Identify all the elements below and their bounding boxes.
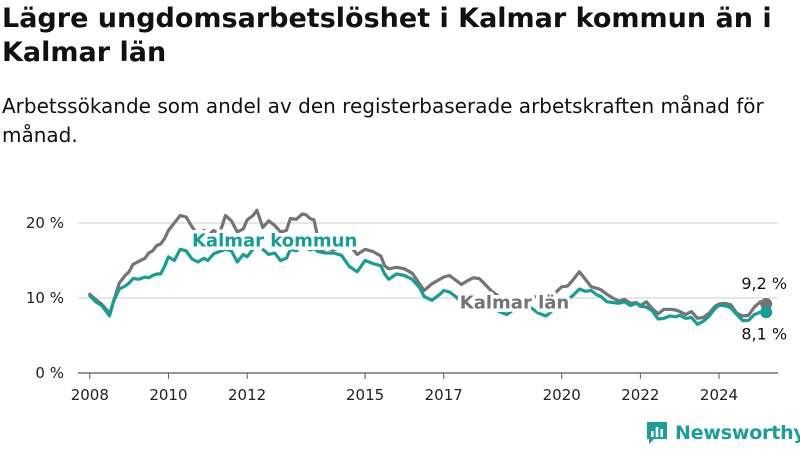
x-tick-label: 2010 — [149, 386, 187, 404]
series-label-kalmar-kommun: Kalmar kommun — [192, 230, 357, 251]
bar-chart-logo-icon — [647, 422, 667, 444]
brand-name: Newsworthy — [675, 422, 800, 444]
end-value-label-kalmar-lan: 9,2 % — [741, 274, 787, 293]
y-tick-label: 10 % — [26, 289, 64, 307]
x-tick-label: 2022 — [621, 386, 659, 404]
series-label-kalmar-lan: Kalmar län — [460, 293, 569, 314]
series-line-kalmar-l-n — [88, 208, 768, 320]
axis-labels: 0 % 10 % 20 % 2008 2010 2012 2015 2017 2020 2022 2… — [26, 214, 738, 404]
y-tick-label: 0 % — [35, 364, 64, 382]
series-labels: Kalmar län Kalmar kommun 9,2 % 8,1 % — [188, 227, 787, 344]
chart-subtitle: Arbetssökande som andel av den registerb… — [2, 94, 764, 147]
end-point-kalmar-l-n — [760, 298, 773, 310]
x-tick-label: 2017 — [425, 386, 463, 404]
x-tick-label: 2015 — [346, 386, 384, 404]
x-tick-label: 2008 — [71, 386, 109, 404]
series-line-kalmar-kommun — [88, 243, 768, 326]
end-value-label-kalmar-kommun: 8,1 % — [741, 324, 787, 343]
series-lines — [88, 208, 773, 326]
x-tick-label: 2024 — [700, 386, 738, 404]
x-tick-label: 2012 — [228, 386, 266, 404]
x-tick-label: 2020 — [543, 386, 581, 404]
end-point-kalmar-kommun — [760, 306, 773, 319]
chart-title: Lägre ungdomsarbetslöshet i Kalmar kommu… — [2, 3, 772, 68]
y-tick-label: 20 % — [26, 214, 64, 232]
newsworthy-logo: Newsworthy — [645, 420, 800, 446]
